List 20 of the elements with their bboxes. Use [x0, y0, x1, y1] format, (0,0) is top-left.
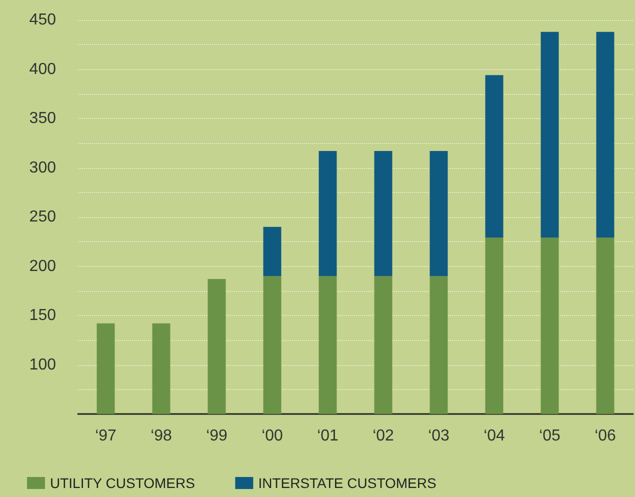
y-tick-label: 300	[29, 159, 56, 176]
x-tick-label: ‘05	[539, 428, 561, 444]
x-tick-label: ‘97	[95, 428, 117, 444]
x-tick-label: ‘06	[594, 428, 616, 444]
legend-label: UTILITY CUSTOMERS	[50, 475, 195, 491]
x-tick-label: ‘01	[317, 428, 339, 444]
x-tick-label: ‘00	[262, 428, 284, 444]
x-tick-label: ‘98	[150, 428, 172, 444]
y-tick-label: 350	[29, 110, 56, 127]
y-tick-label: 400	[29, 60, 56, 78]
legend-label: INTERSTATE CUSTOMERS	[258, 475, 436, 491]
y-tick-label: 200	[29, 258, 56, 275]
y-tick-label: 450	[29, 12, 56, 28]
x-tick-label: ‘02	[372, 428, 394, 444]
x-tick-label: ‘03	[428, 428, 450, 444]
y-tick-label: 150	[29, 307, 56, 324]
y-tick-label: 100	[29, 356, 56, 374]
x-tick-label: ‘04	[484, 428, 506, 444]
y-tick-label: 250	[29, 208, 56, 226]
x-tick-label: ‘99	[206, 428, 228, 444]
